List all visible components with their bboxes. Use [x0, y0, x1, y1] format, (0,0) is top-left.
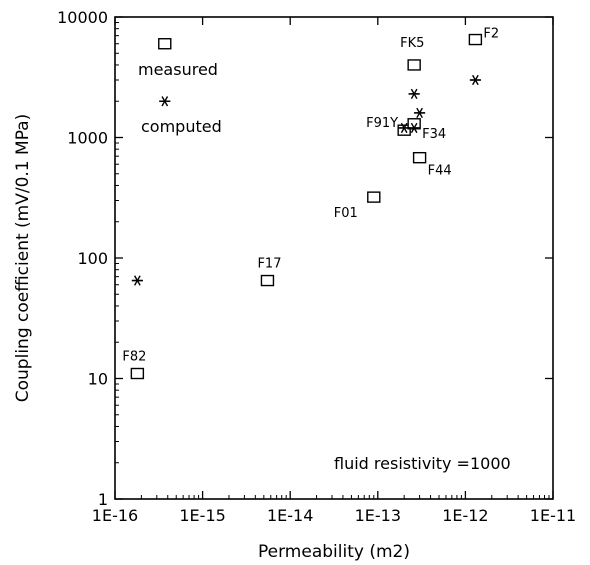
point-label-f44: F44 — [428, 164, 452, 179]
computed-point — [408, 88, 420, 100]
computed-point — [398, 122, 410, 134]
y-tick-label: 100 — [77, 249, 108, 268]
legend-measured-label: measured — [138, 60, 218, 79]
x-axis-title: Permeability (m2) — [258, 542, 410, 562]
point-label-f82: F82 — [122, 350, 146, 365]
measured-point — [468, 33, 483, 46]
annotation-fluid-resistivity: fluid resistivity =1000 — [334, 454, 511, 473]
plot-frame — [114, 16, 554, 500]
computed-point — [159, 96, 171, 107]
computed-point — [469, 74, 481, 86]
point-label-f17: F17 — [257, 257, 281, 272]
tick-labels: 1E-16 1E-15 1E-14 1E-13 1E-12 1E-11 1 10 100 1000… — [57, 8, 576, 525]
x-tick-label: 1E-12 — [442, 506, 488, 525]
computed-point — [131, 275, 143, 286]
axis-ticks — [114, 16, 554, 500]
x-tick-label: 1E-13 — [355, 506, 401, 525]
computed-point — [408, 122, 420, 134]
measured-point — [412, 151, 427, 164]
x-tick-label: 1E-14 — [267, 506, 313, 525]
point-label-f2: F2 — [483, 27, 499, 42]
measured-point — [158, 38, 172, 50]
point-labels: F82 F17 F01 F91Y F34 F44 FK5 F2 — [122, 27, 499, 365]
point-label-fk5: FK5 — [400, 36, 424, 51]
x-tick-label: 1E-11 — [530, 506, 576, 525]
y-axis-title: Coupling coefficient (mV/0.1 MPa) — [13, 114, 33, 402]
measured-point — [367, 191, 381, 203]
legend: measured computed — [138, 60, 222, 136]
point-label-f34: F34 — [422, 127, 446, 142]
computed-point — [414, 107, 426, 119]
point-label-f01: F01 — [334, 206, 358, 221]
x-tick-label: 1E-16 — [92, 506, 138, 525]
measured-point — [130, 367, 145, 380]
data-marks — [130, 33, 483, 380]
y-tick-label: 1000 — [67, 129, 108, 148]
y-tick-label: 10000 — [57, 8, 108, 27]
y-tick-label: 1 — [98, 490, 108, 509]
x-tick-label: 1E-15 — [179, 506, 225, 525]
measured-point — [260, 274, 275, 287]
measured-point — [397, 124, 411, 136]
legend-computed-label: computed — [141, 117, 222, 136]
point-label-f91y: F91Y — [366, 116, 398, 131]
measured-point — [407, 59, 421, 71]
y-tick-label: 10 — [88, 370, 108, 389]
